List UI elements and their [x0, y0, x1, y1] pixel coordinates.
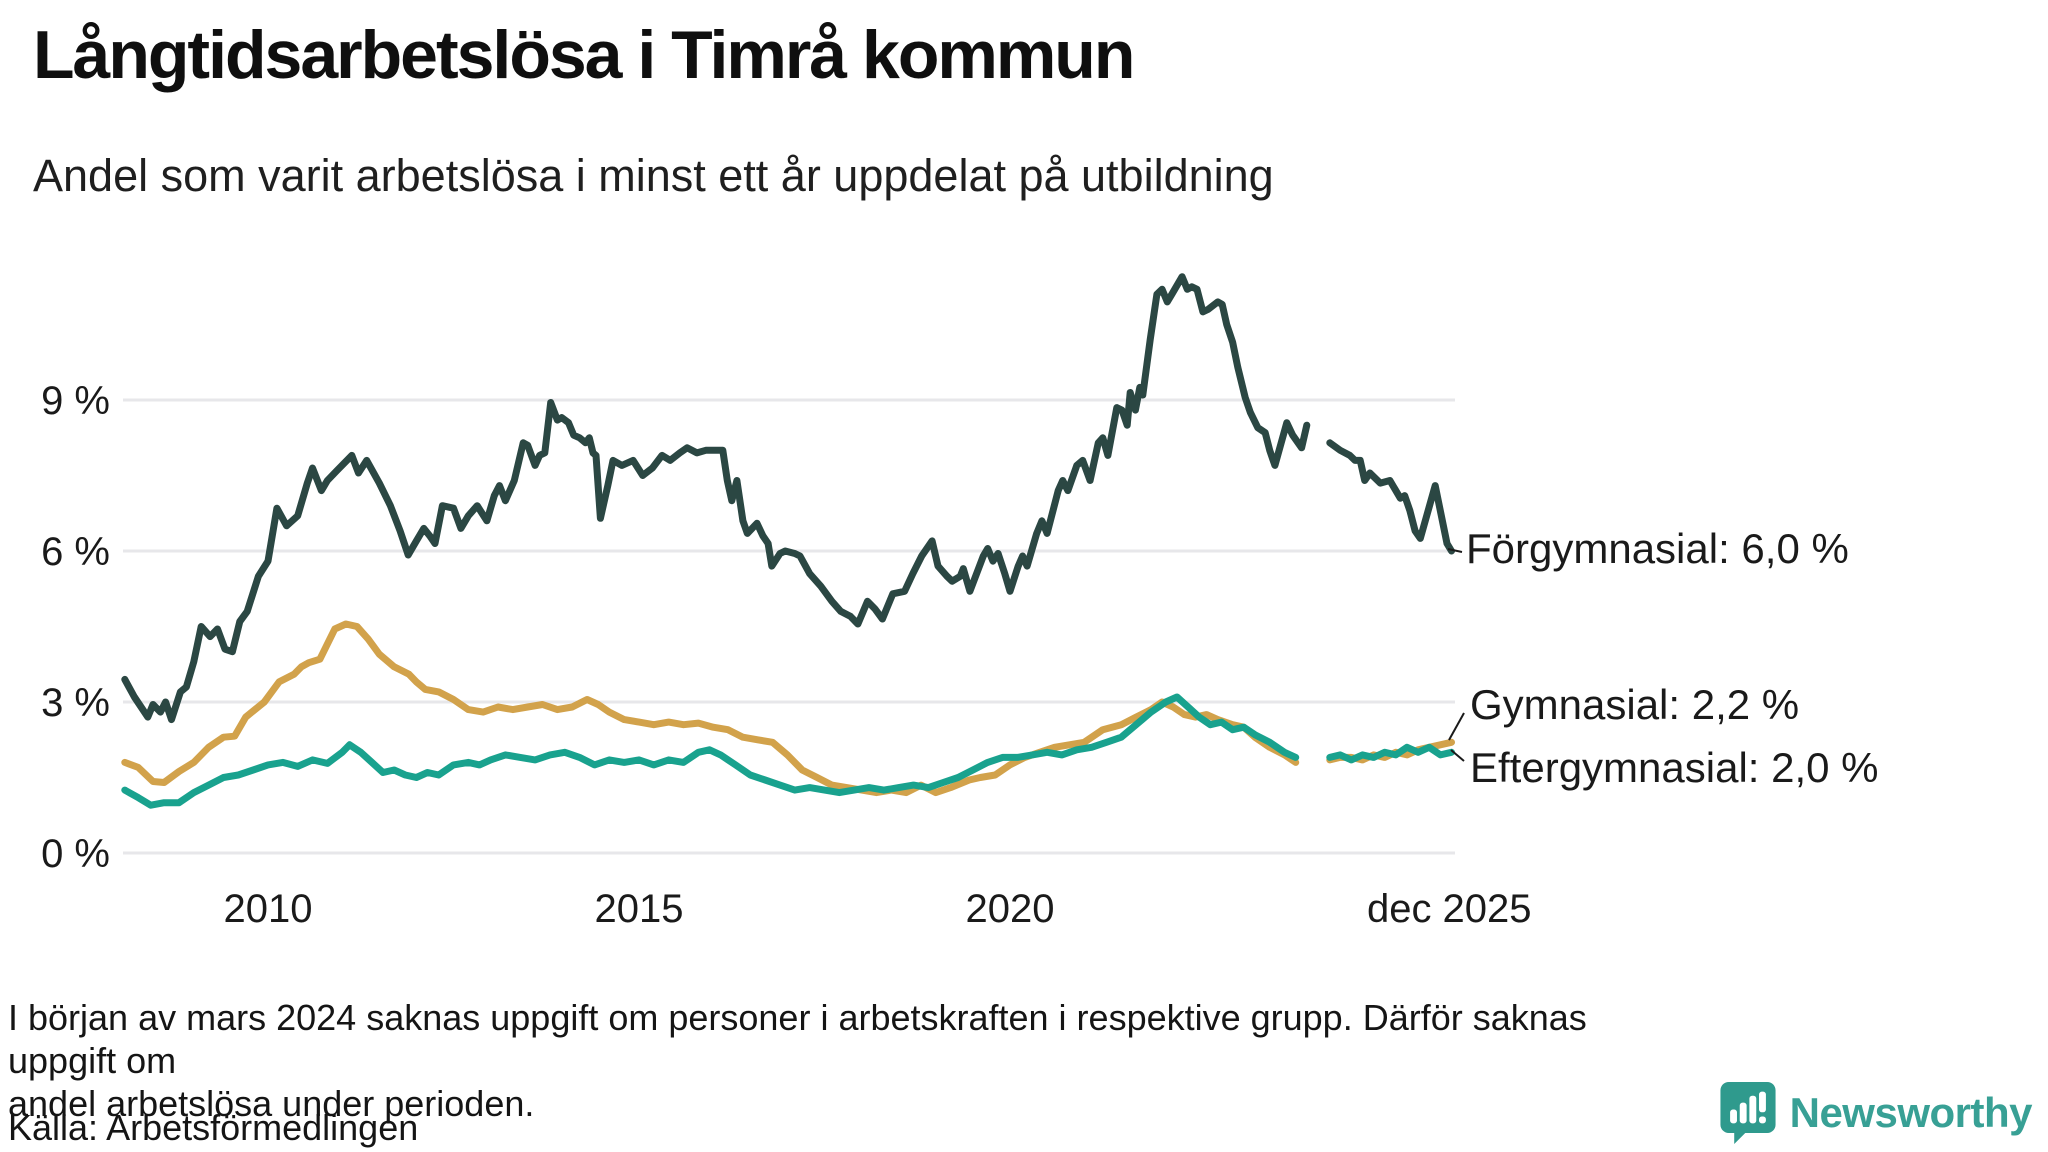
source-line: Källa: Arbetsförmedlingen: [8, 1107, 419, 1148]
x-tick-label: dec 2025: [1367, 887, 1532, 931]
annotation-leader: [1450, 749, 1465, 762]
series-annotation-label: Eftergymnasial: 2,0 %: [1470, 744, 1879, 791]
footnote-line2: andel arbetslösa under perioden.: [8, 1083, 535, 1124]
series-line-förgymnasial: [121, 273, 1311, 724]
x-tick-label: 2010: [224, 887, 313, 931]
x-tick-label: 2020: [966, 887, 1055, 931]
series-annotation-label: Förgymnasial: 6,0 %: [1466, 525, 1849, 572]
series-line-eftergymnasial: [1326, 743, 1455, 764]
annotation-leader: [1447, 548, 1463, 553]
y-tick-label: 9 %: [41, 379, 110, 423]
chart-subtitle: Andel som varit arbetslösa i minst ett å…: [33, 150, 1274, 201]
newsworthy-wordmark: Newsworthy: [1789, 1089, 2033, 1136]
footnote: I början av mars 2024 saknas uppgift om …: [8, 996, 1628, 1125]
bar-chart-speech-bubble-icon: [1720, 1082, 1776, 1144]
y-tick-label: 3 %: [41, 681, 110, 725]
annotation-leader: [1448, 712, 1465, 741]
series-annotation-label: Gymnasial: 2,2 %: [1470, 681, 1799, 728]
y-tick-label: 6 %: [41, 530, 110, 574]
page-title: Långtidsarbetslösa i Timrå kommun: [33, 17, 1135, 93]
series-line-eftergymnasial: [121, 693, 1300, 809]
x-tick-label: 2015: [595, 887, 684, 931]
footnote-line1: I början av mars 2024 saknas uppgift om …: [8, 997, 1587, 1081]
series-line-gymnasial: [121, 620, 1300, 797]
y-tick-label: 0 %: [41, 832, 110, 876]
newsworthy-logo: Newsworthy: [1720, 1082, 2033, 1144]
series-line-förgymnasial: [1326, 439, 1455, 555]
